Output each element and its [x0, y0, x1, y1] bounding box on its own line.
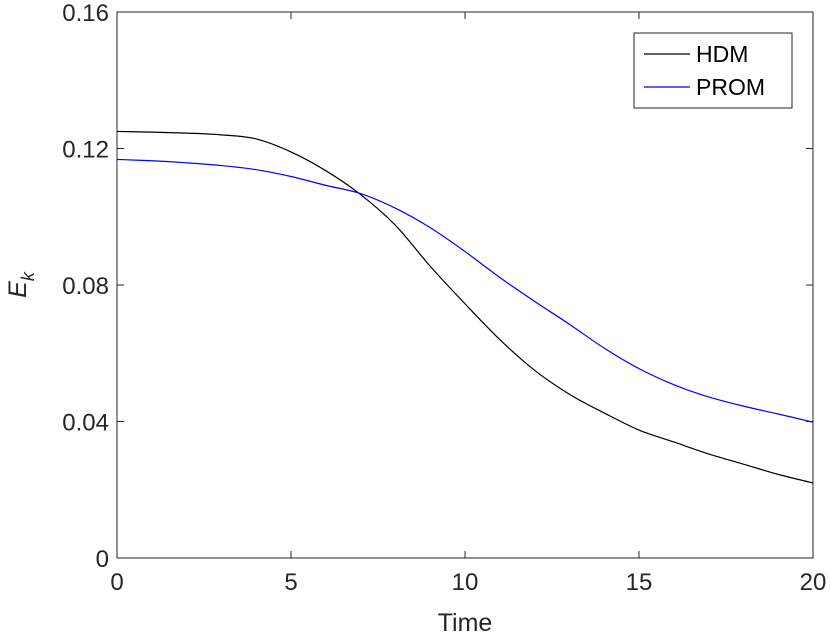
series-layer	[116, 130, 814, 484]
y-tick-label: 0.12	[62, 137, 109, 164]
x-tick-label: 5	[284, 569, 297, 596]
series-line-prom	[116, 158, 814, 423]
y-tick-label: 0	[96, 546, 109, 573]
legend-box	[633, 32, 793, 109]
x-tick-label: 15	[626, 569, 653, 596]
x-tick-label: 0	[110, 569, 123, 596]
axis-ticks: 0 5 10 15 20 0 0.04 0.08 0.12 0.16	[62, 0, 826, 596]
y-tick-label: 0.04	[62, 410, 109, 437]
x-axis-title: Time	[438, 609, 493, 636]
y-axis-title: Ek	[4, 271, 38, 298]
y-tick-label: 0.08	[62, 273, 109, 300]
legend-label: HDM	[696, 41, 748, 67]
x-tick-label: 10	[452, 569, 479, 596]
x-tick-label: 20	[800, 569, 827, 596]
series-line-hdm	[116, 130, 814, 484]
legend-label: PROM	[696, 74, 765, 100]
y-tick-label: 0.16	[62, 0, 109, 27]
legend: HDM PROM	[633, 32, 793, 109]
y-axis-title-main: E	[4, 281, 32, 298]
y-axis-title-subscript: k	[18, 271, 38, 281]
